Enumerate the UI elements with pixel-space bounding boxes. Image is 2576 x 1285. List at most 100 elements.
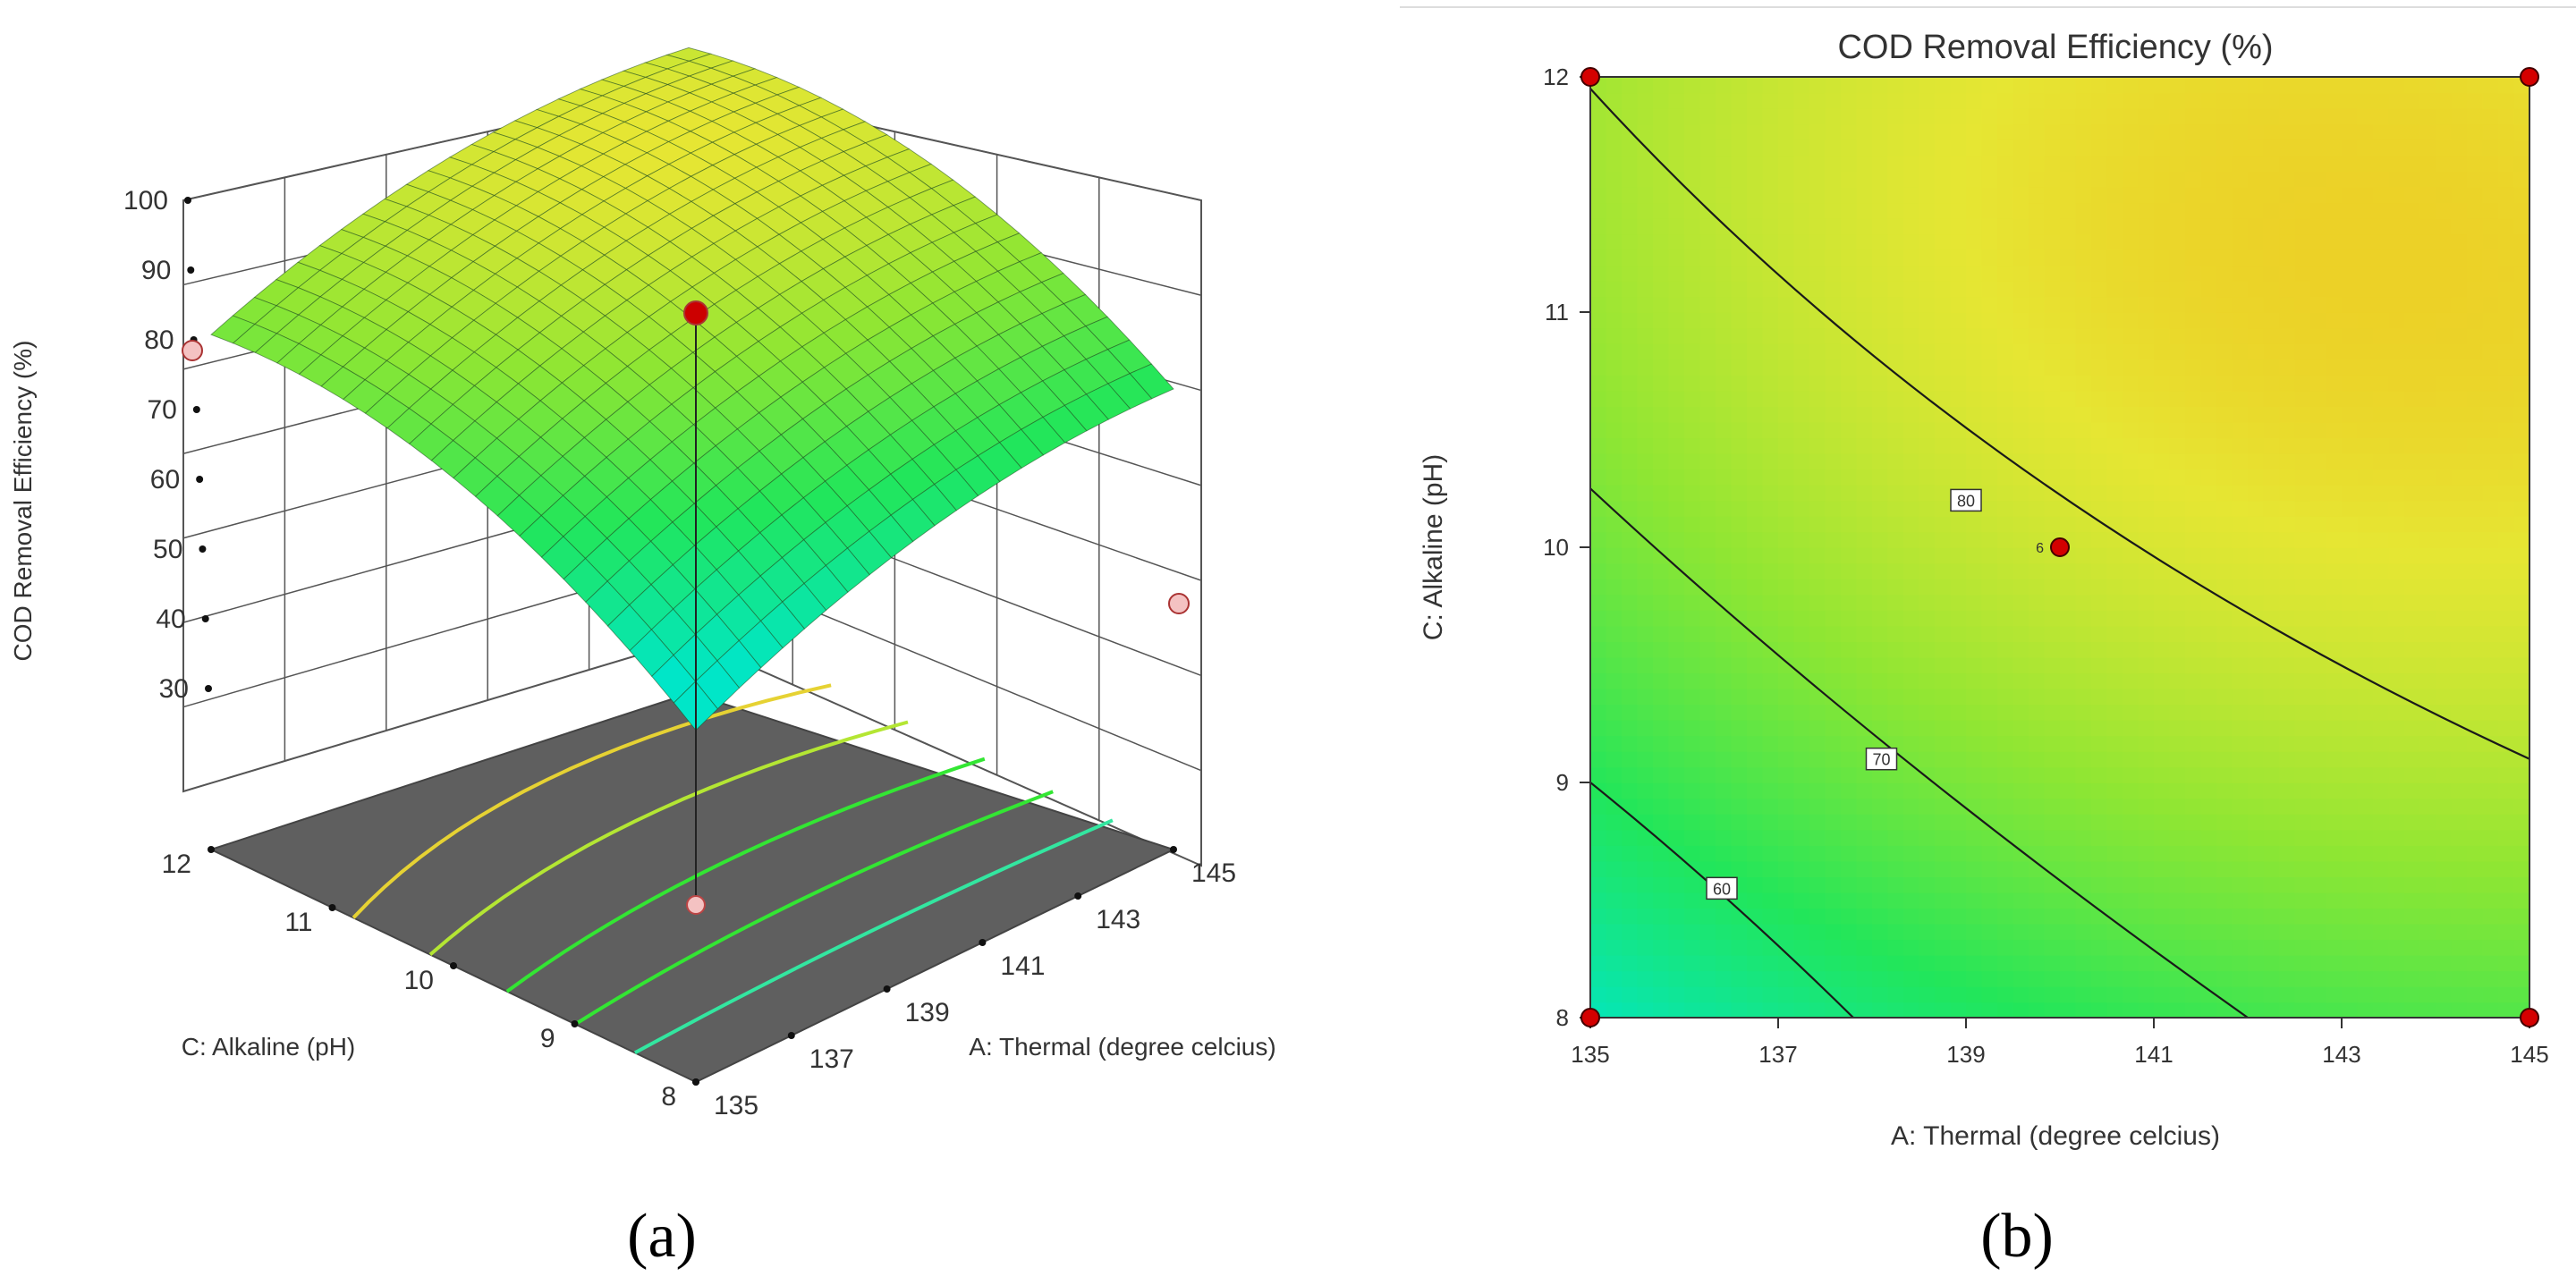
heat-cell — [1747, 579, 1764, 596]
heat-cell — [1903, 562, 1920, 579]
heat-cell — [1981, 750, 1998, 768]
heat-cell — [1778, 610, 1795, 627]
heat-cell — [1778, 845, 1795, 862]
heat-cell — [2498, 123, 2515, 140]
heat-cell — [2436, 908, 2453, 925]
heat-cell — [2357, 437, 2374, 454]
heat-cell — [1809, 814, 1826, 831]
heat-cell — [2294, 155, 2311, 172]
heat-cell — [1699, 375, 1716, 392]
heat-cell — [1935, 139, 1952, 156]
heat-cell — [1872, 155, 1889, 172]
heat-cell — [1590, 954, 1607, 972]
heat-cell — [2169, 610, 2186, 627]
heat-cell — [2294, 359, 2311, 376]
heat-cell — [2498, 782, 2515, 799]
heat-cell — [1731, 939, 1748, 956]
heat-cell — [1997, 155, 2014, 172]
heat-cell — [2404, 202, 2421, 219]
heat-cell — [2326, 970, 2343, 987]
heat-cell — [1825, 923, 1842, 941]
heat-cell — [2232, 672, 2249, 689]
heat-cell — [1887, 908, 1904, 925]
heat-cell — [2326, 469, 2343, 486]
heat-cell — [2482, 656, 2499, 674]
heat-cell — [1919, 155, 1936, 172]
heat-cell — [2404, 452, 2421, 470]
heat-cell — [2451, 296, 2468, 313]
heat-cell — [1778, 625, 1795, 642]
heat-cell — [1684, 641, 1701, 658]
heat-cell — [2294, 92, 2311, 109]
heat-cell — [2498, 814, 2515, 831]
heat-cell — [2075, 562, 2092, 579]
heat-cell — [1950, 829, 1967, 846]
heat-cell — [1887, 484, 1904, 502]
heat-cell — [2091, 641, 2108, 658]
heat-cell — [2404, 625, 2421, 642]
heat-cell — [1872, 123, 1889, 140]
heat-cell — [1825, 970, 1842, 987]
heat-cell — [2263, 108, 2280, 125]
heat-cell — [2123, 860, 2140, 877]
heat-cell — [1809, 923, 1826, 941]
heat-cell — [2357, 892, 2374, 909]
heat-cell — [2216, 688, 2233, 706]
heat-cell — [2388, 186, 2405, 204]
heat-cell — [2044, 312, 2061, 329]
heat-cell — [1668, 202, 1685, 219]
heat-cell — [1981, 77, 1998, 94]
heat-cell — [2169, 437, 2186, 454]
heat-cell — [1903, 186, 1920, 204]
heat-cell — [1684, 594, 1701, 611]
heat-cell — [1606, 186, 1623, 204]
heat-cell — [2451, 641, 2468, 658]
heat-cell — [1637, 265, 1654, 282]
heat-cell — [1622, 782, 1639, 799]
heat-cell — [2169, 625, 2186, 642]
heat-cell — [1903, 985, 1920, 1003]
heat-cell — [2138, 390, 2155, 407]
heat-cell — [1856, 484, 1873, 502]
heat-cell — [1935, 845, 1952, 862]
heat-cell — [2029, 139, 2046, 156]
heat-cell — [1622, 500, 1639, 517]
heat-cell — [2404, 77, 2421, 94]
heat-cell — [1668, 656, 1685, 674]
heat-cell — [2388, 939, 2405, 956]
heat-cell — [2106, 233, 2123, 250]
heat-cell — [2482, 531, 2499, 548]
heat-cell — [1966, 672, 1983, 689]
heat-cell — [2451, 406, 2468, 423]
heat-cell — [2138, 641, 2155, 658]
heat-cell — [2388, 452, 2405, 470]
heat-cell — [2482, 92, 2499, 109]
heat-cell — [2326, 92, 2343, 109]
heat-cell — [2498, 77, 2515, 94]
heat-cell — [2169, 359, 2186, 376]
heat-cell — [2091, 123, 2108, 140]
heat-cell — [2263, 139, 2280, 156]
heat-cell — [2138, 939, 2155, 956]
heat-cell — [1793, 814, 1810, 831]
heat-cell — [1919, 92, 1936, 109]
heat-cell — [1747, 876, 1764, 893]
heat-cell — [1872, 939, 1889, 956]
heat-cell — [2498, 939, 2515, 956]
heat-cell — [1950, 92, 1967, 109]
heat-cell — [2185, 155, 2202, 172]
heat-cell — [2154, 782, 2171, 799]
heat-cell — [2294, 500, 2311, 517]
heat-cell — [1684, 217, 1701, 235]
heat-cell — [2498, 719, 2515, 737]
heat-cell — [1887, 641, 1904, 658]
heat-cell — [2467, 531, 2484, 548]
heat-cell — [1731, 249, 1748, 266]
heat-cell — [2044, 908, 2061, 925]
heat-cell — [2482, 625, 2499, 642]
heat-cell — [1935, 469, 1952, 486]
heat-cell — [1637, 939, 1654, 956]
heat-cell — [1731, 500, 1748, 517]
heat-cell — [2513, 280, 2529, 298]
heat-cell — [1684, 77, 1701, 94]
